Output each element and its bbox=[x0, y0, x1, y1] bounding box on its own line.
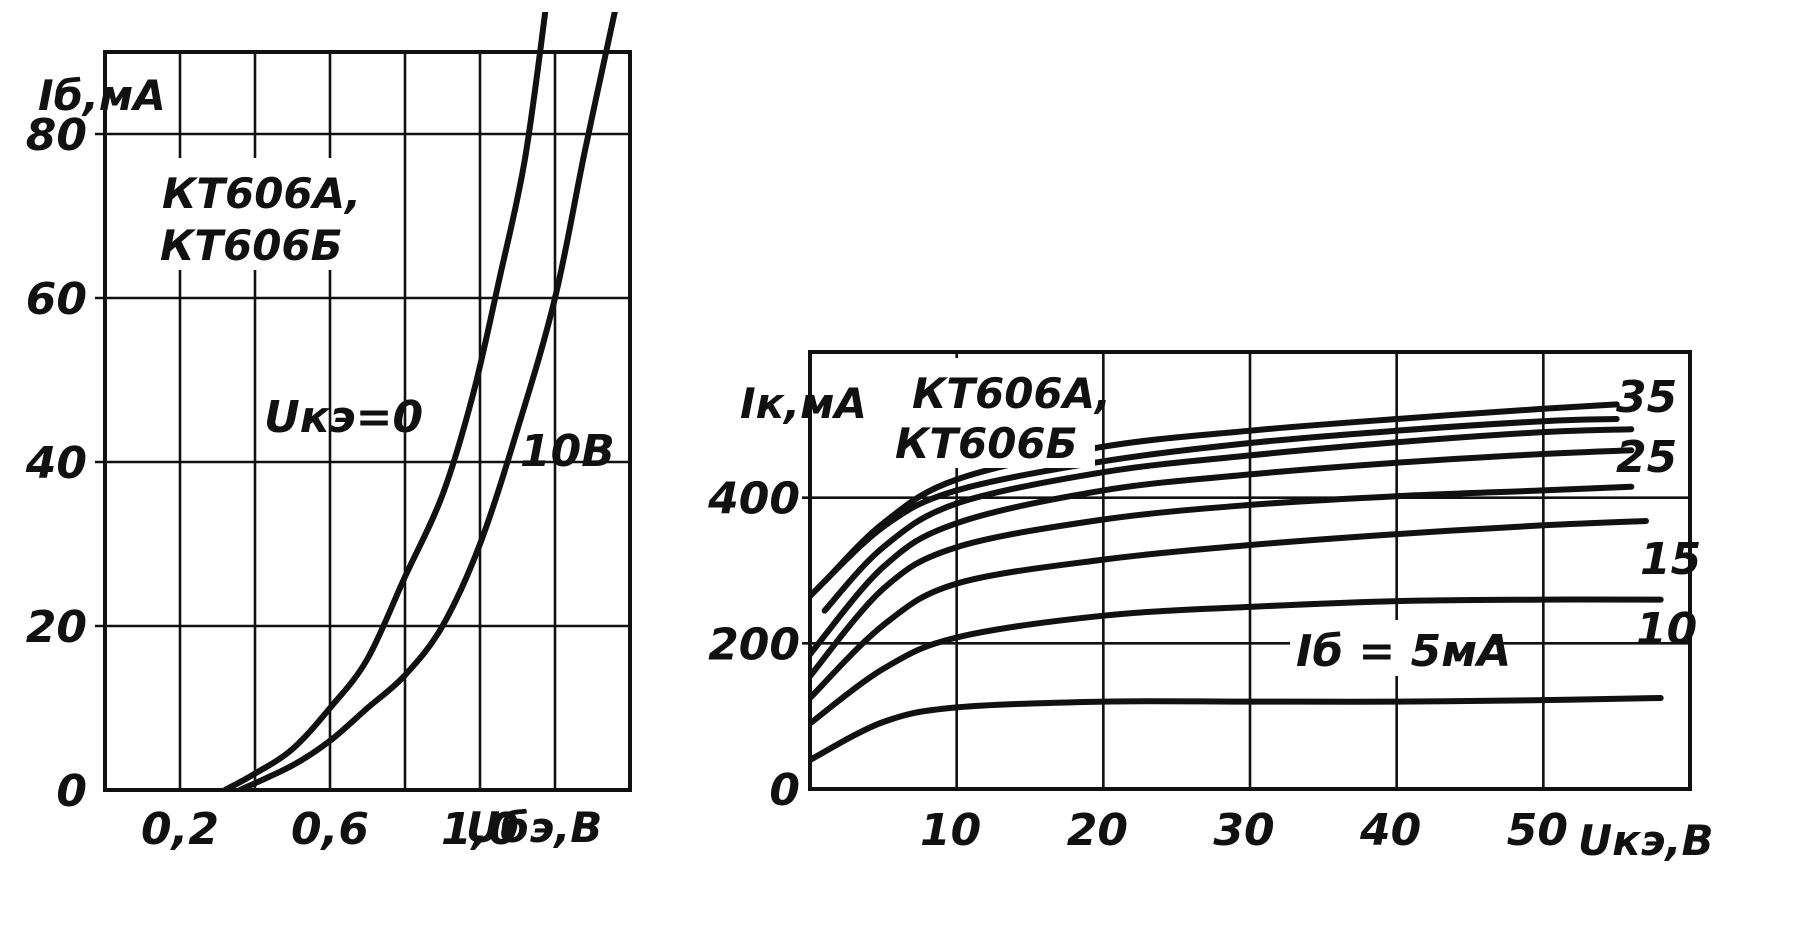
right-x-tick-label: 10 bbox=[920, 805, 981, 856]
left-y-tick-label: 20 bbox=[26, 602, 87, 653]
left-curves bbox=[222, 12, 618, 792]
right-tick-labels: 10 20 30 40 50 0 200 400 bbox=[707, 474, 1568, 856]
right-series-line-5 bbox=[821, 426, 1635, 614]
left-y-tick-label: 0 bbox=[56, 766, 87, 817]
right-series-label-5ma: Iб = 5мА bbox=[1296, 626, 1511, 677]
left-series-line-0 bbox=[222, 12, 549, 792]
right-y-axis-label: Iк,мА bbox=[740, 379, 867, 428]
right-series-label-25: 25 bbox=[1616, 432, 1677, 483]
left-y-tick-label: 60 bbox=[26, 274, 87, 325]
left-x-tick-label: 0,2 bbox=[141, 804, 219, 855]
left-title-backdrop bbox=[152, 158, 374, 270]
right-series-line-6 bbox=[808, 416, 1620, 599]
right-series-line-1 bbox=[808, 596, 1664, 727]
left-x-tick-label: 0,6 bbox=[291, 804, 369, 855]
input-characteristics-chart: 0,2 0,6 1,0 0 20 40 60 80 Iб,мА Uбэ,В КТ606А, К… bbox=[25, 12, 632, 855]
left-y-axis-label: Iб,мА bbox=[38, 71, 166, 120]
left-y-tick-label: 40 bbox=[25, 438, 87, 489]
right-x-tick-label: 50 bbox=[1507, 805, 1568, 856]
left-series-label-uke0: Uкэ=0 bbox=[264, 392, 423, 443]
left-series-line-1 bbox=[237, 12, 618, 792]
left-y-tick-label: 80 bbox=[26, 110, 87, 161]
right-x-tick-label: 40 bbox=[1359, 805, 1421, 856]
left-chart-title-line-2: КТ606Б bbox=[160, 221, 343, 270]
right-series-line-0 bbox=[808, 695, 1664, 763]
right-x-tick-label: 20 bbox=[1067, 805, 1128, 856]
right-series-line-7 bbox=[821, 401, 1620, 585]
right-y-tick-label: 400 bbox=[707, 474, 800, 525]
left-x-tick-label: 1,0 bbox=[441, 804, 519, 855]
output-characteristics-chart: 10 20 30 40 50 0 200 400 Iк,мА Uкэ,В КТ606А, КТ… bbox=[707, 350, 1713, 865]
right-series-line-3 bbox=[808, 483, 1635, 680]
left-x-axis-label: Uбэ,В bbox=[466, 803, 602, 852]
right-series-line-4 bbox=[808, 447, 1635, 658]
right-series-line-2 bbox=[808, 518, 1649, 701]
right-chart-title-line-2: КТ606Б bbox=[895, 419, 1078, 468]
right-ib-label-backdrop bbox=[1290, 620, 1490, 676]
right-series-label-35: 35 bbox=[1616, 372, 1677, 423]
right-x-axis-label: Uкэ,В bbox=[1578, 816, 1713, 865]
right-title-backdrop bbox=[895, 358, 1095, 468]
right-y-tick-label: 0 bbox=[769, 765, 800, 816]
left-chart-title-line-1: КТ606А, bbox=[162, 169, 361, 218]
right-curves bbox=[808, 401, 1664, 763]
left-series-label-10v: 10В bbox=[520, 426, 615, 477]
right-series-label-15: 15 bbox=[1640, 534, 1701, 585]
right-chart-title-line-1: КТ606А, bbox=[912, 369, 1111, 418]
left-plot-frame bbox=[103, 50, 632, 792]
right-plot-frame bbox=[808, 350, 1692, 791]
right-series-label-10: 10 bbox=[1636, 604, 1697, 655]
right-x-tick-label: 30 bbox=[1213, 805, 1274, 856]
left-tick-labels: 0,2 0,6 1,0 0 20 40 60 80 bbox=[25, 110, 519, 855]
right-y-tick-label: 200 bbox=[708, 619, 800, 670]
right-grid bbox=[802, 352, 1690, 789]
